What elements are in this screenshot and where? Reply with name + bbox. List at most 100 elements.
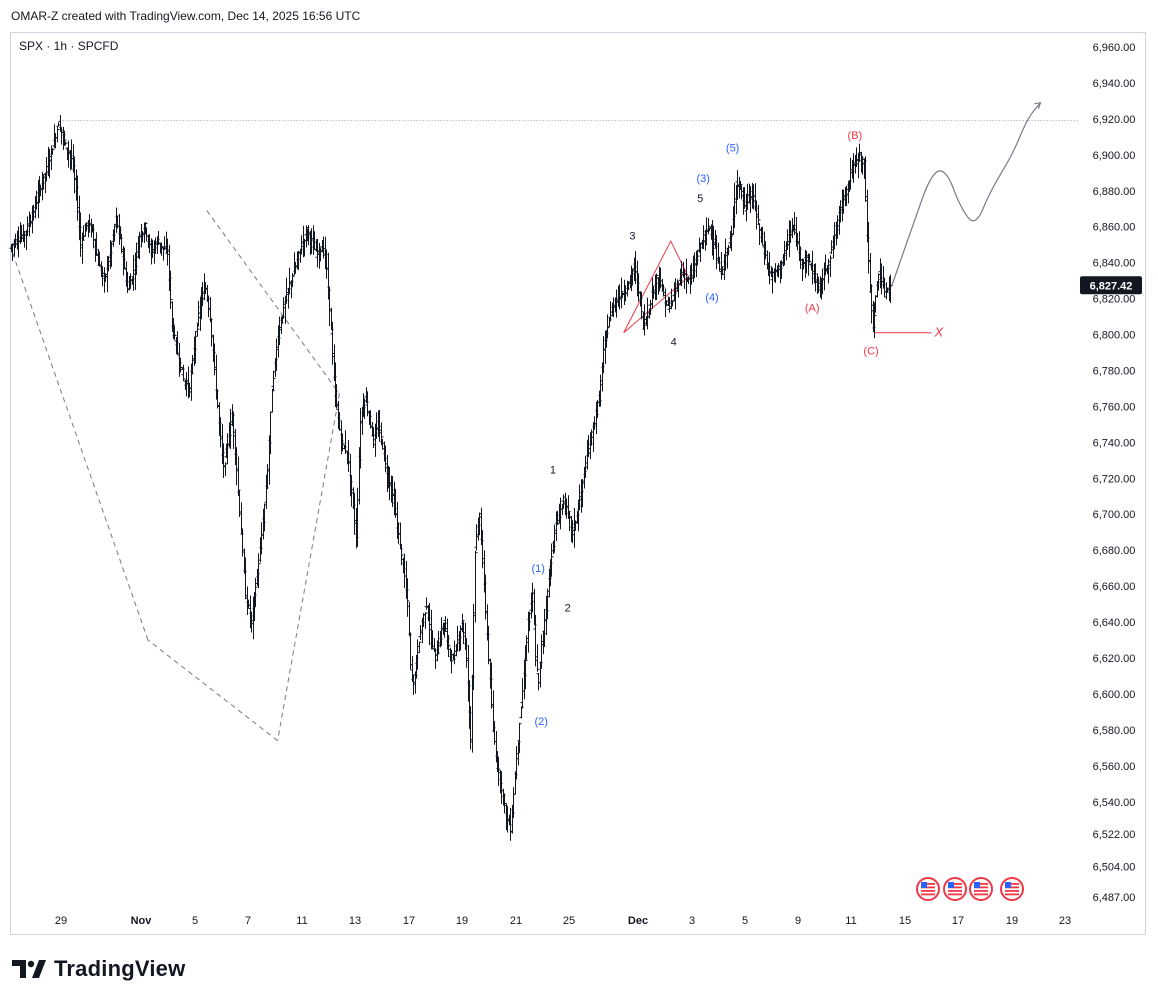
y-tick-label: 6,960.00	[1093, 42, 1136, 54]
event-icons[interactable]	[916, 877, 1024, 901]
ohlc-bar	[473, 550, 478, 623]
flag-stripe	[948, 886, 962, 889]
y-tick-label: 6,720.00	[1093, 473, 1136, 485]
y-tick-label: 6,840.00	[1093, 258, 1136, 270]
x-tick-label: 5	[192, 915, 198, 927]
last-price-label: 6,827.42	[1090, 280, 1133, 292]
wave-label: (4)	[705, 292, 718, 304]
flag-stripe	[1005, 893, 1019, 896]
ohlc-bar	[172, 325, 177, 340]
ohlc-bar	[407, 602, 412, 637]
wave-label: (1)	[532, 563, 545, 575]
x-tick-label: 21	[510, 915, 522, 927]
ohlc-bar	[738, 180, 743, 190]
us-flag-icon[interactable]	[943, 877, 967, 901]
ohlc-bar	[399, 543, 404, 566]
ohlc-bar	[706, 218, 711, 235]
ohlc-bar	[417, 641, 422, 654]
wave-label: (C)	[863, 346, 878, 358]
y-tick-label: 6,800.00	[1093, 330, 1136, 342]
ohlc-bar	[828, 255, 833, 278]
flag-stripe	[921, 890, 935, 892]
ohlc-bar	[619, 277, 624, 309]
flag-canton	[948, 882, 954, 888]
wave-label: 1	[550, 464, 556, 476]
flag-stripe	[974, 893, 988, 896]
x-tick-label: 3	[689, 915, 695, 927]
ohlc-bar	[719, 251, 724, 280]
ohlc-bar	[535, 644, 540, 672]
ohlc-bar	[523, 645, 528, 690]
wave-label: 2	[565, 603, 571, 615]
price-axis: 6,960.00 6,940.00 6,920.00 6,900.00 6,880.00…	[1080, 42, 1142, 904]
y-tick-label: 6,504.00	[1093, 861, 1136, 873]
flag-stripe	[974, 886, 988, 889]
ohlc-bar	[195, 324, 200, 337]
x-tick-label: 11	[296, 915, 307, 927]
flag-stripe	[1005, 886, 1019, 889]
ohlc-bar	[424, 597, 429, 610]
ohlc-bar	[343, 430, 348, 454]
ohlc-bar	[695, 249, 700, 266]
ohlc-bar	[807, 253, 812, 263]
y-tick-label: 6,522.00	[1093, 829, 1136, 841]
ohlc-bar	[321, 236, 326, 259]
wave-label: 4	[671, 337, 677, 349]
ohlc-bar	[536, 672, 541, 691]
x-tick-label: 17	[403, 915, 415, 927]
wave-labels: (1) (2) (3) (4) (5) 1 2 3 4 5 (A) (B) (C) X	[532, 130, 945, 728]
brand-name: TradingView	[54, 956, 186, 981]
last-price-badge	[1080, 276, 1142, 295]
wave-label: (5)	[726, 143, 739, 155]
us-flag-icon[interactable]	[916, 877, 940, 901]
wave-label: X	[933, 325, 944, 340]
ohlc-bar	[446, 634, 451, 657]
y-tick-label: 6,487.00	[1093, 892, 1136, 904]
ohlc-bar	[872, 302, 877, 339]
ohlc-bar	[806, 253, 811, 276]
x-tick-label: 9	[795, 915, 801, 927]
ohlc-bar	[449, 649, 454, 674]
ohlc-bar	[253, 577, 258, 608]
us-flag-icon[interactable]	[969, 877, 993, 901]
flag-stripe	[948, 893, 962, 896]
x-tick-label: 19	[456, 915, 468, 927]
reference-line	[206, 210, 340, 395]
ohlc-bar	[21, 224, 26, 243]
ohlc-bar	[549, 543, 554, 577]
y-tick-label: 6,600.00	[1093, 689, 1136, 701]
price-bars	[9, 115, 893, 841]
flag-stripe	[948, 883, 962, 885]
flag-stripe	[1005, 883, 1019, 885]
us-flag-icon[interactable]	[1000, 877, 1024, 901]
ohlc-bar	[271, 370, 276, 392]
wave-label: (3)	[696, 173, 709, 185]
y-tick-label: 6,580.00	[1093, 725, 1136, 737]
ohlc-bar	[50, 148, 55, 155]
chart-frame	[10, 32, 1146, 935]
ohlc-bar	[888, 274, 893, 304]
ohlc-bar	[181, 364, 186, 381]
ohlc-bar	[209, 318, 214, 347]
tradingview-logo-icon	[12, 960, 46, 978]
flag-ring	[1000, 877, 1024, 901]
y-tick-label: 6,820.00	[1093, 294, 1136, 306]
x-tick-label: 13	[349, 915, 361, 927]
tradingview-brand[interactable]: TradingView	[12, 956, 185, 982]
x-tick-label: 7	[245, 915, 251, 927]
ohlc-bar	[520, 678, 525, 709]
x-tick-label: 5	[742, 915, 748, 927]
flag-stripe	[921, 886, 935, 889]
ohlc-bar	[474, 524, 479, 551]
wave-label: (A)	[805, 303, 820, 315]
y-tick-label: 6,620.00	[1093, 653, 1136, 665]
ohlc-bar	[196, 300, 201, 327]
ohlc-bar	[517, 722, 522, 754]
y-tick-label: 6,700.00	[1093, 509, 1136, 521]
flag-stripe	[921, 883, 935, 885]
time-axis: 29 Nov 5 7 11 13 17 19 21 25 Dec 3 5 9 11 15 17 19 23	[55, 915, 1071, 927]
x-tick-label: Dec	[628, 915, 648, 927]
reference-lines	[10, 101, 1079, 742]
ohlc-bar	[223, 462, 228, 477]
